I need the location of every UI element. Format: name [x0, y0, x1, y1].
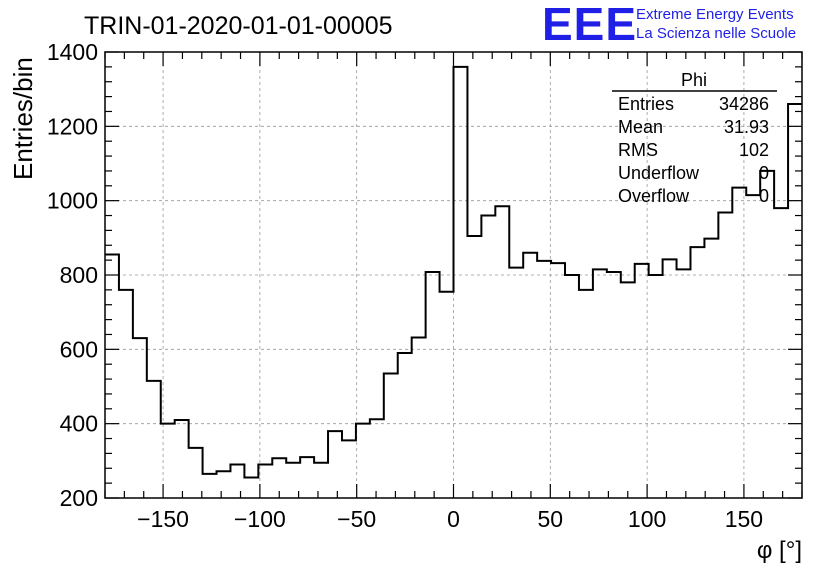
stats-row-value: 31.93 — [724, 117, 769, 137]
x-axis-label: φ [°] — [757, 537, 802, 564]
y-tick-label: 800 — [60, 262, 98, 288]
stats-box-title: Phi — [681, 70, 707, 90]
stats-rows: Entries 34286 Mean 31.93 RMS 102 Underflow 0 Ove… — [618, 94, 769, 206]
eee-logo-mark: EEE — [542, 0, 637, 50]
x-tick-label: −50 — [337, 506, 376, 532]
x-tick-label: 150 — [725, 506, 763, 532]
x-tick-label: −150 — [137, 506, 189, 532]
y-tick-label: 1400 — [47, 39, 98, 65]
stats-row-label: Mean — [618, 117, 663, 137]
y-tick-label: 1200 — [47, 113, 98, 139]
stats-row-value: 102 — [739, 140, 769, 160]
stats-row-label: Entries — [618, 94, 674, 114]
chart-title: TRIN-01-2020-01-01-00005 — [84, 12, 393, 40]
eee-logo: EEE Extreme Energy Events La Scienza nel… — [542, 0, 796, 50]
histogram-series — [105, 65, 802, 479]
histogram-line — [105, 65, 802, 479]
y-tick-label: 200 — [60, 485, 98, 511]
y-tick-label: 400 — [60, 411, 98, 437]
eee-logo-line2: La Scienza nelle Scuole — [636, 25, 796, 42]
x-tick-label: 100 — [628, 506, 666, 532]
eee-logo-line1: Extreme Energy Events — [636, 6, 794, 23]
y-axis-label: Entries/bin — [8, 57, 38, 180]
stats-row-value: 0 — [759, 163, 769, 183]
stats-row-label: Overflow — [618, 186, 690, 206]
stats-row-label: RMS — [618, 140, 658, 160]
x-tick-label: −100 — [234, 506, 286, 532]
stats-row-value: 0 — [759, 186, 769, 206]
x-tick-label: 0 — [447, 506, 460, 532]
y-tick-label: 600 — [60, 336, 98, 362]
axes: −150 −100 −50 0 50 100 150 200 400 600 800 1000 1200… — [47, 39, 803, 532]
x-tick-label: 50 — [538, 506, 564, 532]
stats-row-value: 34286 — [719, 94, 769, 114]
stats-row-label: Underflow — [618, 163, 700, 183]
y-tick-label: 1000 — [47, 188, 98, 214]
stats-box: Phi Entries 34286 Mean 31.93 RMS 102 Underflow… — [612, 70, 777, 206]
